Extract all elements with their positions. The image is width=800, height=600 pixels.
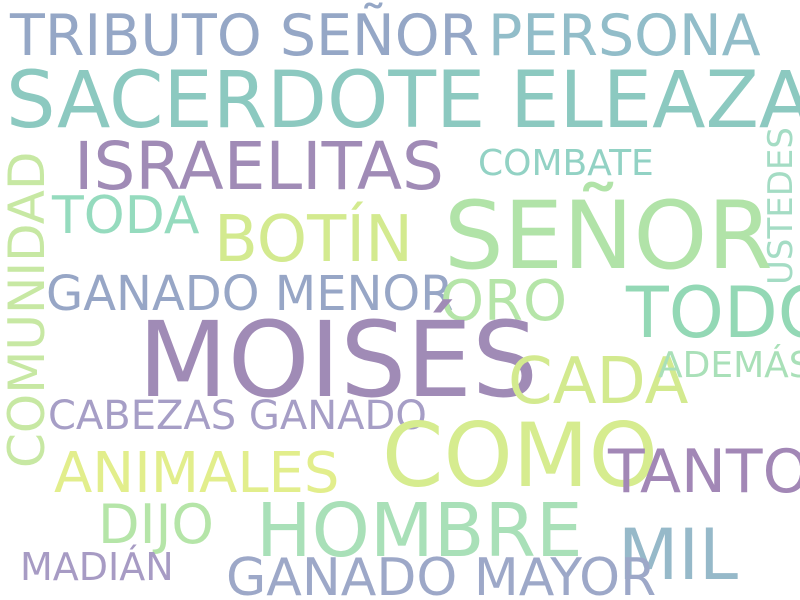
word-cabezas-ganado: CABEZAS GANADO: [48, 393, 427, 439]
word-senor: SEÑOR: [444, 182, 773, 291]
word-madian: MADIÁN: [20, 545, 174, 589]
word-como: COMO: [382, 404, 658, 507]
word-todo: TODO: [626, 272, 800, 354]
word-sacerdote-eleazar: SACERDOTE ELEAZAR: [6, 56, 800, 146]
word-hombre: HOMBRE: [256, 488, 583, 574]
word-combate: COMBATE: [478, 143, 654, 184]
word-cada: CADA: [508, 345, 689, 419]
word-animales: ANIMALES: [54, 441, 340, 506]
word-ganado-menor: GANADO MENOR: [46, 266, 454, 322]
word-tributo-senor: TRIBUTO SEÑOR: [10, 3, 480, 69]
word-dijo: DIJO: [98, 493, 214, 556]
word-israelitas: ISRAELITAS: [74, 128, 444, 205]
word-tanto: TANTO: [608, 437, 800, 507]
word-persona: PERSONA: [488, 3, 761, 69]
word-moises: MOISÉS: [138, 299, 539, 421]
word-toda: TODA: [52, 186, 200, 246]
word-ademas: ADEMÁS: [658, 345, 800, 386]
word-mil: MIL: [618, 514, 739, 596]
word-oro: ORO: [440, 269, 568, 334]
word-ganado-mayor: GANADO MAYOR: [226, 548, 657, 600]
word-comunidad: COMUNIDAD: [0, 151, 56, 468]
word-botin: BOTÍN: [214, 203, 413, 277]
